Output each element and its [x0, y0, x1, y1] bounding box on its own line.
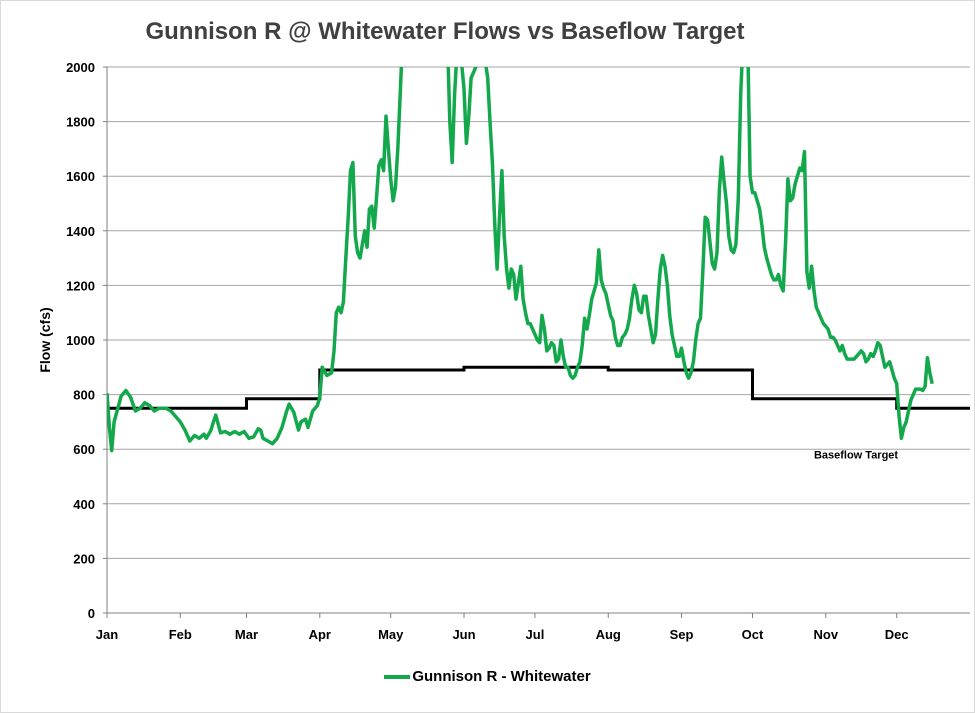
legend-swatch-gunnison: [384, 675, 411, 680]
x-tick-label-apr: Apr: [309, 627, 331, 642]
y-tick-label: 1200: [66, 278, 95, 293]
x-tick-label-jun: Jun: [452, 627, 475, 642]
x-tick-label-jan: Jan: [96, 627, 118, 642]
series-line-baseflow-target: [107, 365, 970, 410]
y-tick-label: 1000: [66, 333, 95, 348]
y-tick-label: 600: [73, 442, 95, 457]
series-line-gunnison-segment-2: [446, 67, 744, 380]
x-tick-labels: Jan Feb Mar Apr May Jun Jul Aug Sep Oct Nov Dec: [96, 613, 909, 642]
x-tick-label-nov: Nov: [813, 627, 838, 642]
series-line-gunnison-segment-3: [746, 67, 934, 441]
x-tick-label-feb: Feb: [169, 627, 192, 642]
x-tick-label-oct: Oct: [742, 627, 764, 642]
y-tick-label: 1400: [66, 224, 95, 239]
y-tick-label: 1600: [66, 169, 95, 184]
annotation-baseflow-target: Baseflow Target: [814, 449, 898, 461]
gridlines: [107, 66, 970, 559]
x-tick-label-aug: Aug: [596, 627, 621, 642]
chart-title: Gunnison R @ Whitewater Flows vs Baseflo…: [145, 18, 745, 45]
y-tick-label: 800: [73, 388, 95, 403]
x-tick-label-dec: Dec: [885, 627, 909, 642]
y-axis-title: Flow (cfs): [37, 307, 53, 372]
series-lines: [107, 67, 970, 453]
y-tick-label: 200: [73, 551, 95, 566]
y-tick-labels: 0 200 400 600 800 1000 1200 1400 1600 1800 2000: [66, 60, 107, 621]
y-tick-label: 0: [88, 606, 95, 621]
x-tick-label-may: May: [378, 627, 404, 642]
y-tick-label: 400: [73, 497, 95, 512]
legend-label-gunnison: Gunnison R - Whitewater: [412, 668, 591, 685]
x-tick-label-sep: Sep: [670, 627, 694, 642]
x-tick-label-jul: Jul: [526, 627, 545, 642]
legend: Gunnison R - Whitewater: [0, 668, 975, 685]
y-tick-label: 2000: [66, 60, 95, 75]
y-tick-label: 1800: [66, 115, 95, 130]
series-line-gunnison-segment-1: [107, 67, 404, 453]
annotations: Baseflow Target: [814, 449, 898, 461]
x-tick-label-mar: Mar: [235, 627, 258, 642]
